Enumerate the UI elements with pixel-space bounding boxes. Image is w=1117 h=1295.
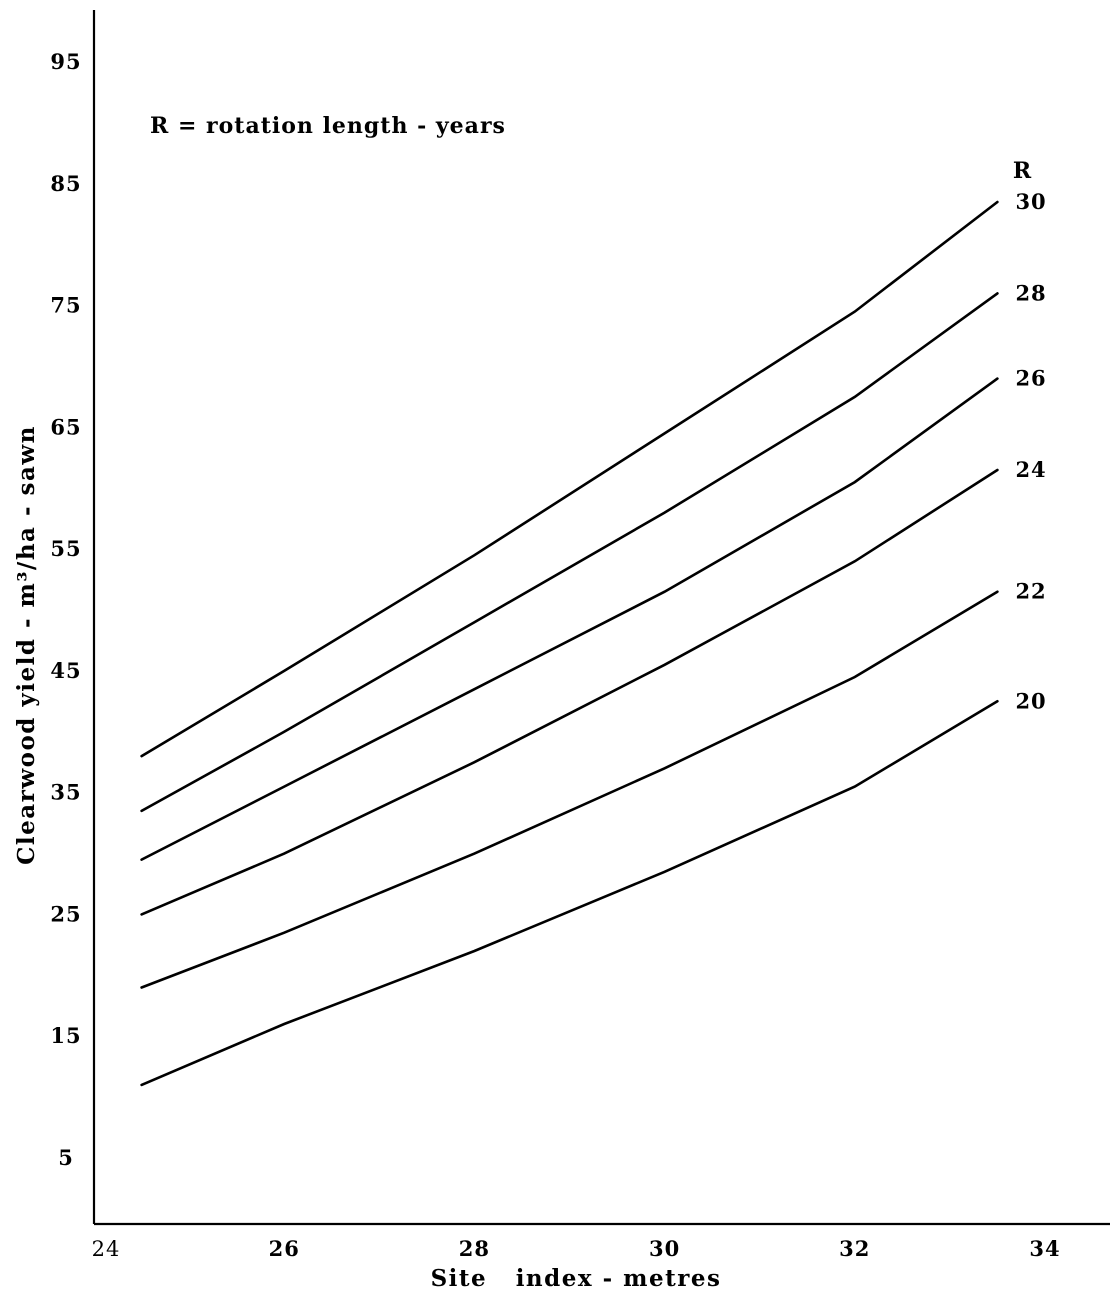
axes: [92, 10, 1110, 1226]
series-label-r22: 22: [1015, 579, 1046, 604]
y-tick-label: 15: [50, 1023, 81, 1048]
y-tick-label: 45: [50, 658, 81, 683]
y-tick-labels: 5 15 25 35 45 55 65 75 85 95: [50, 49, 81, 1170]
x-tick-label: 24: [92, 1237, 121, 1261]
y-tick-label: 95: [50, 49, 81, 74]
x-tick-label: 30: [649, 1236, 680, 1261]
x-tick-label: 34: [1029, 1236, 1060, 1261]
y-tick-label: 5: [58, 1145, 74, 1170]
y-tick-label: 85: [50, 171, 81, 196]
series-line-r30: [140, 200, 999, 758]
series-line-r20: [140, 699, 999, 1087]
y-tick-label: 65: [50, 414, 81, 439]
series-label-r20: 20: [1015, 688, 1046, 713]
series-labels: 30 28 26 24 22 20: [1015, 189, 1046, 713]
x-tick-label: 26: [269, 1236, 300, 1261]
series-line-r24: [140, 468, 999, 916]
legend-title: R: [1013, 158, 1032, 184]
y-tick-label: 75: [50, 293, 81, 318]
y-tick-label: 35: [50, 780, 81, 805]
series-line-r26: [140, 377, 999, 861]
series-line-r28: [140, 292, 999, 813]
series-lines: [140, 200, 999, 1087]
series-label-r30: 30: [1015, 189, 1046, 214]
x-tick-label: 28: [459, 1236, 490, 1261]
x-tick-labels: 24 26 28 30 32 34: [92, 1236, 1060, 1261]
rotation-annotation: R = rotation length - years: [150, 113, 506, 139]
series-label-r28: 28: [1015, 280, 1046, 305]
series-label-r26: 26: [1015, 366, 1046, 391]
y-tick-label: 55: [50, 536, 81, 561]
series-label-r24: 24: [1015, 457, 1046, 482]
y-tick-label: 25: [50, 901, 81, 926]
x-tick-label: 32: [839, 1236, 870, 1261]
x-axis-title: Site index - metres: [431, 1265, 722, 1292]
series-line-r22: [140, 590, 999, 989]
y-axis-title: Clearwood yield - m³/ha - sawn: [13, 425, 40, 865]
